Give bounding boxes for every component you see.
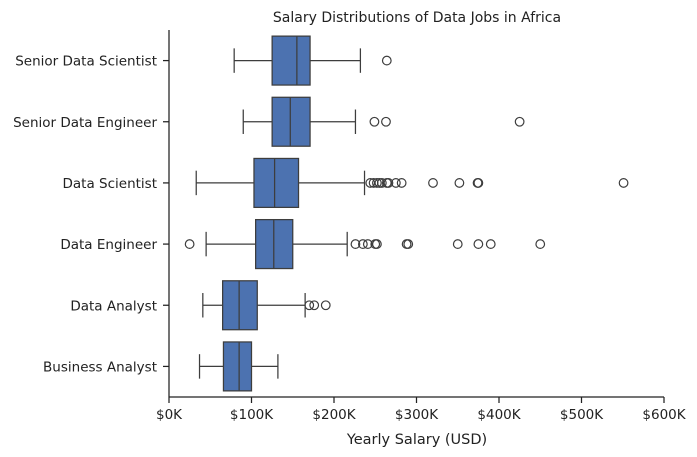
chart-title: Salary Distributions of Data Jobs in Afr… (273, 10, 561, 26)
outlier-point (403, 239, 414, 249)
y-tick-label-business-analyst: Business Analyst (43, 359, 157, 375)
outlier-point (309, 300, 320, 311)
box-group-data-scientist (195, 157, 629, 209)
outlier-point (320, 300, 331, 311)
y-axis-ticks: Senior Data Scientist Senior Data Enginee… (13, 54, 169, 375)
iqr-box (271, 35, 311, 86)
x-tick-label: $500K (560, 407, 604, 423)
outlier-point (535, 239, 546, 249)
outlier-point (350, 239, 361, 249)
outlier-point (473, 178, 484, 188)
outlier-point (357, 239, 368, 249)
y-tick-label-senior-data-engineer: Senior Data Engineer (13, 115, 157, 131)
outlier-point (383, 178, 394, 188)
outlier-point (485, 239, 496, 249)
x-axis-ticks: $0K $100K $200K $300K $400K $500K $600K (156, 397, 687, 423)
outlier-point (618, 178, 629, 188)
outlier-point (473, 239, 484, 249)
x-tick-label: $300K (395, 407, 439, 423)
outlier-point (381, 116, 391, 127)
outlier-point (376, 178, 387, 188)
x-tick-label: $600K (642, 407, 686, 423)
outlier-point (396, 178, 407, 188)
outlier-point (454, 178, 465, 188)
y-tick-label-senior-data-scientist: Senior Data Scientist (15, 54, 157, 70)
box-group-data-analyst (202, 280, 331, 331)
x-tick-label: $100K (230, 407, 274, 423)
iqr-box (253, 157, 300, 209)
outlier-point (304, 300, 315, 311)
x-tick-label: $0K (156, 407, 183, 423)
outlier-point (390, 178, 401, 188)
outlier-point (452, 239, 463, 249)
outlier-point (372, 178, 382, 188)
outlier-point (372, 239, 382, 249)
y-tick-label-data-analyst: Data Analyst (70, 298, 157, 314)
outlier-point (369, 116, 380, 127)
y-tick-label-data-scientist: Data Scientist (63, 176, 158, 192)
outlier-point (381, 55, 392, 66)
y-tick-label-data-engineer: Data Engineer (60, 237, 157, 253)
iqr-box (222, 280, 258, 331)
box-group-data-engineer (184, 218, 546, 270)
outlier-point (428, 178, 438, 188)
iqr-box (271, 96, 311, 147)
box-group-senior-data-engineer (242, 96, 525, 147)
outlier-point (184, 239, 195, 249)
box-group-senior-data-scientist (233, 35, 392, 86)
box-group-business-analyst (198, 341, 279, 392)
plot-area (184, 35, 629, 392)
x-axis-label: Yearly Salary (USD) (346, 432, 487, 448)
iqr-box (222, 341, 253, 392)
x-tick-label: $400K (477, 407, 521, 423)
x-tick-label: $200K (312, 407, 356, 423)
outlier-point (514, 116, 525, 127)
